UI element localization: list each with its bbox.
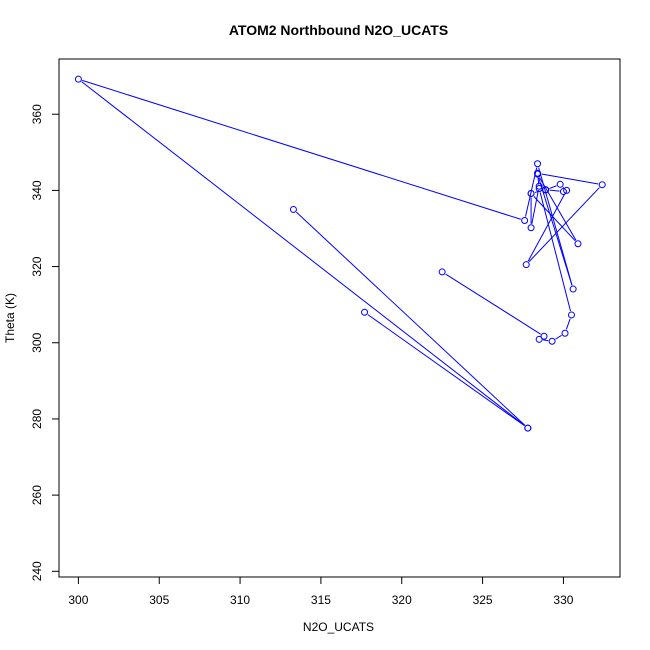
series-segment	[296, 211, 526, 426]
series-segment	[531, 190, 539, 224]
y-tick-label: 320	[30, 256, 44, 276]
y-tick-label: 280	[30, 409, 44, 429]
x-tick-label: 315	[311, 593, 331, 607]
series-segment	[527, 193, 566, 262]
data-point	[535, 182, 543, 190]
x-tick-label: 325	[473, 593, 493, 607]
data-point	[535, 335, 543, 343]
data-point	[521, 216, 529, 224]
y-axis: 240 260 280 300 320 340 360	[30, 104, 59, 581]
data-point	[548, 337, 556, 345]
y-tick-label: 240	[30, 561, 44, 581]
data-point	[598, 181, 606, 189]
data-point	[569, 285, 577, 293]
data-point	[567, 311, 575, 319]
data-point	[540, 332, 548, 340]
x-axis-label: N2O_UCATS	[303, 620, 374, 634]
data-point	[542, 186, 550, 194]
data-point	[524, 424, 532, 432]
series-segment	[549, 185, 557, 190]
series-points	[74, 75, 606, 432]
data-point	[361, 308, 369, 316]
series-segment	[445, 273, 541, 335]
series-segment	[562, 186, 565, 189]
series-segment	[533, 196, 576, 242]
x-tick-label: 320	[392, 593, 412, 607]
series-segment	[367, 314, 525, 427]
data-point	[289, 205, 297, 213]
series-segment	[82, 79, 521, 220]
series-segment	[539, 192, 571, 312]
data-point	[534, 160, 542, 168]
series-segment	[549, 189, 560, 192]
data-point	[438, 268, 446, 276]
data-point	[561, 329, 569, 337]
series-segment	[81, 81, 525, 427]
y-tick-label: 340	[30, 180, 44, 200]
y-tick-label: 260	[30, 485, 44, 505]
y-tick-label: 360	[30, 104, 44, 124]
data-point	[527, 189, 535, 197]
series-segment	[543, 339, 549, 342]
data-point	[534, 169, 542, 177]
series-segment	[538, 177, 573, 286]
chart-title: ATOM2 Northbound N2O_UCATS	[229, 22, 448, 38]
data-point	[559, 188, 567, 196]
data-point	[535, 185, 543, 192]
series-segment	[555, 334, 562, 340]
data-point	[556, 180, 564, 188]
series-segment	[541, 173, 599, 185]
data-point	[527, 224, 535, 232]
data-point	[574, 240, 582, 248]
series-lines	[81, 79, 600, 427]
data-point	[522, 261, 530, 269]
x-axis: 300 305 310 315 320 325 330	[68, 577, 574, 607]
series-segment	[539, 177, 577, 241]
x-tick-label: 300	[68, 593, 88, 607]
series-segment	[565, 318, 571, 330]
x-tick-label: 330	[553, 593, 573, 607]
plot-frame	[58, 58, 621, 578]
data-point	[563, 186, 571, 194]
data-point	[74, 75, 82, 83]
y-axis-label: Theta (K)	[3, 293, 17, 343]
y-tick-label: 300	[30, 332, 44, 352]
series-segment	[528, 187, 600, 263]
x-tick-label: 310	[230, 593, 250, 607]
x-tick-label: 305	[149, 593, 169, 607]
